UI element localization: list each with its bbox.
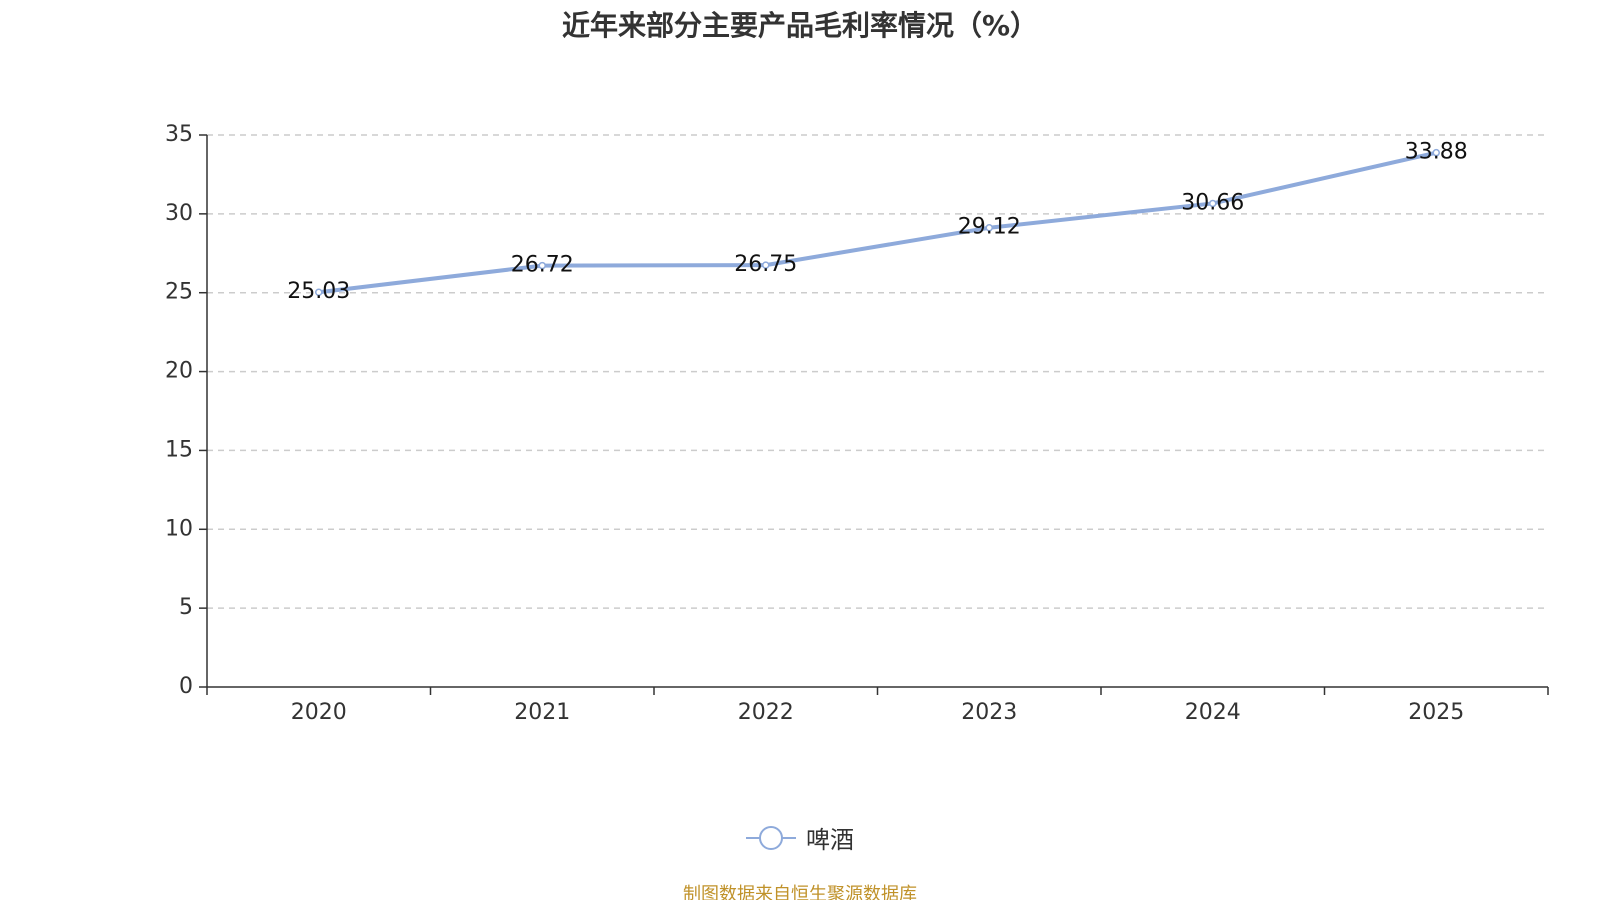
series-layer	[315, 148, 1440, 296]
data-label: 30.66	[1181, 190, 1244, 215]
y-tick-label: 20	[165, 359, 193, 384]
y-tick-label: 35	[165, 122, 193, 147]
y-tick-label: 15	[165, 437, 193, 462]
data-label: 25.03	[287, 279, 350, 304]
x-tick-label: 2023	[961, 700, 1017, 725]
data-label: 29.12	[958, 215, 1021, 240]
data-point	[985, 223, 993, 232]
x-tick-label: 2022	[738, 700, 794, 725]
y-tick-label: 30	[165, 201, 193, 226]
x-tick-label: 2025	[1408, 700, 1464, 725]
data-point	[1209, 199, 1217, 208]
x-tick-label: 2021	[514, 700, 570, 725]
x-tick-label: 2024	[1185, 700, 1241, 725]
data-label: 26.75	[734, 252, 797, 277]
y-tick-label: 25	[165, 280, 193, 305]
data-label: 26.72	[511, 253, 574, 278]
data-label: 33.88	[1405, 140, 1468, 165]
y-tick-label: 10	[165, 516, 193, 541]
legend-label: 啤酒	[806, 826, 854, 854]
data-point	[1432, 148, 1440, 157]
data-point	[315, 288, 323, 296]
data-point	[538, 261, 546, 270]
legend-line-circle-icon	[746, 825, 796, 850]
legend: 啤酒	[0, 820, 1600, 855]
source-note: 制图数据来自恒生聚源数据库	[683, 884, 917, 900]
legend-item-beer[interactable]: 啤酒	[746, 820, 854, 855]
data-point	[762, 261, 770, 269]
grid-layer	[207, 134, 1548, 609]
label-layer: 25.03 26.72 26.75 29.12 30.66 33.88	[287, 140, 1467, 305]
y-tick-label: 0	[179, 674, 193, 699]
x-tick-label: 2020	[291, 700, 347, 725]
chart-title: 近年来部分主要产品毛利率情况（%）	[561, 9, 1039, 42]
y-tick-label: 5	[179, 595, 193, 620]
series-line	[316, 150, 1439, 295]
